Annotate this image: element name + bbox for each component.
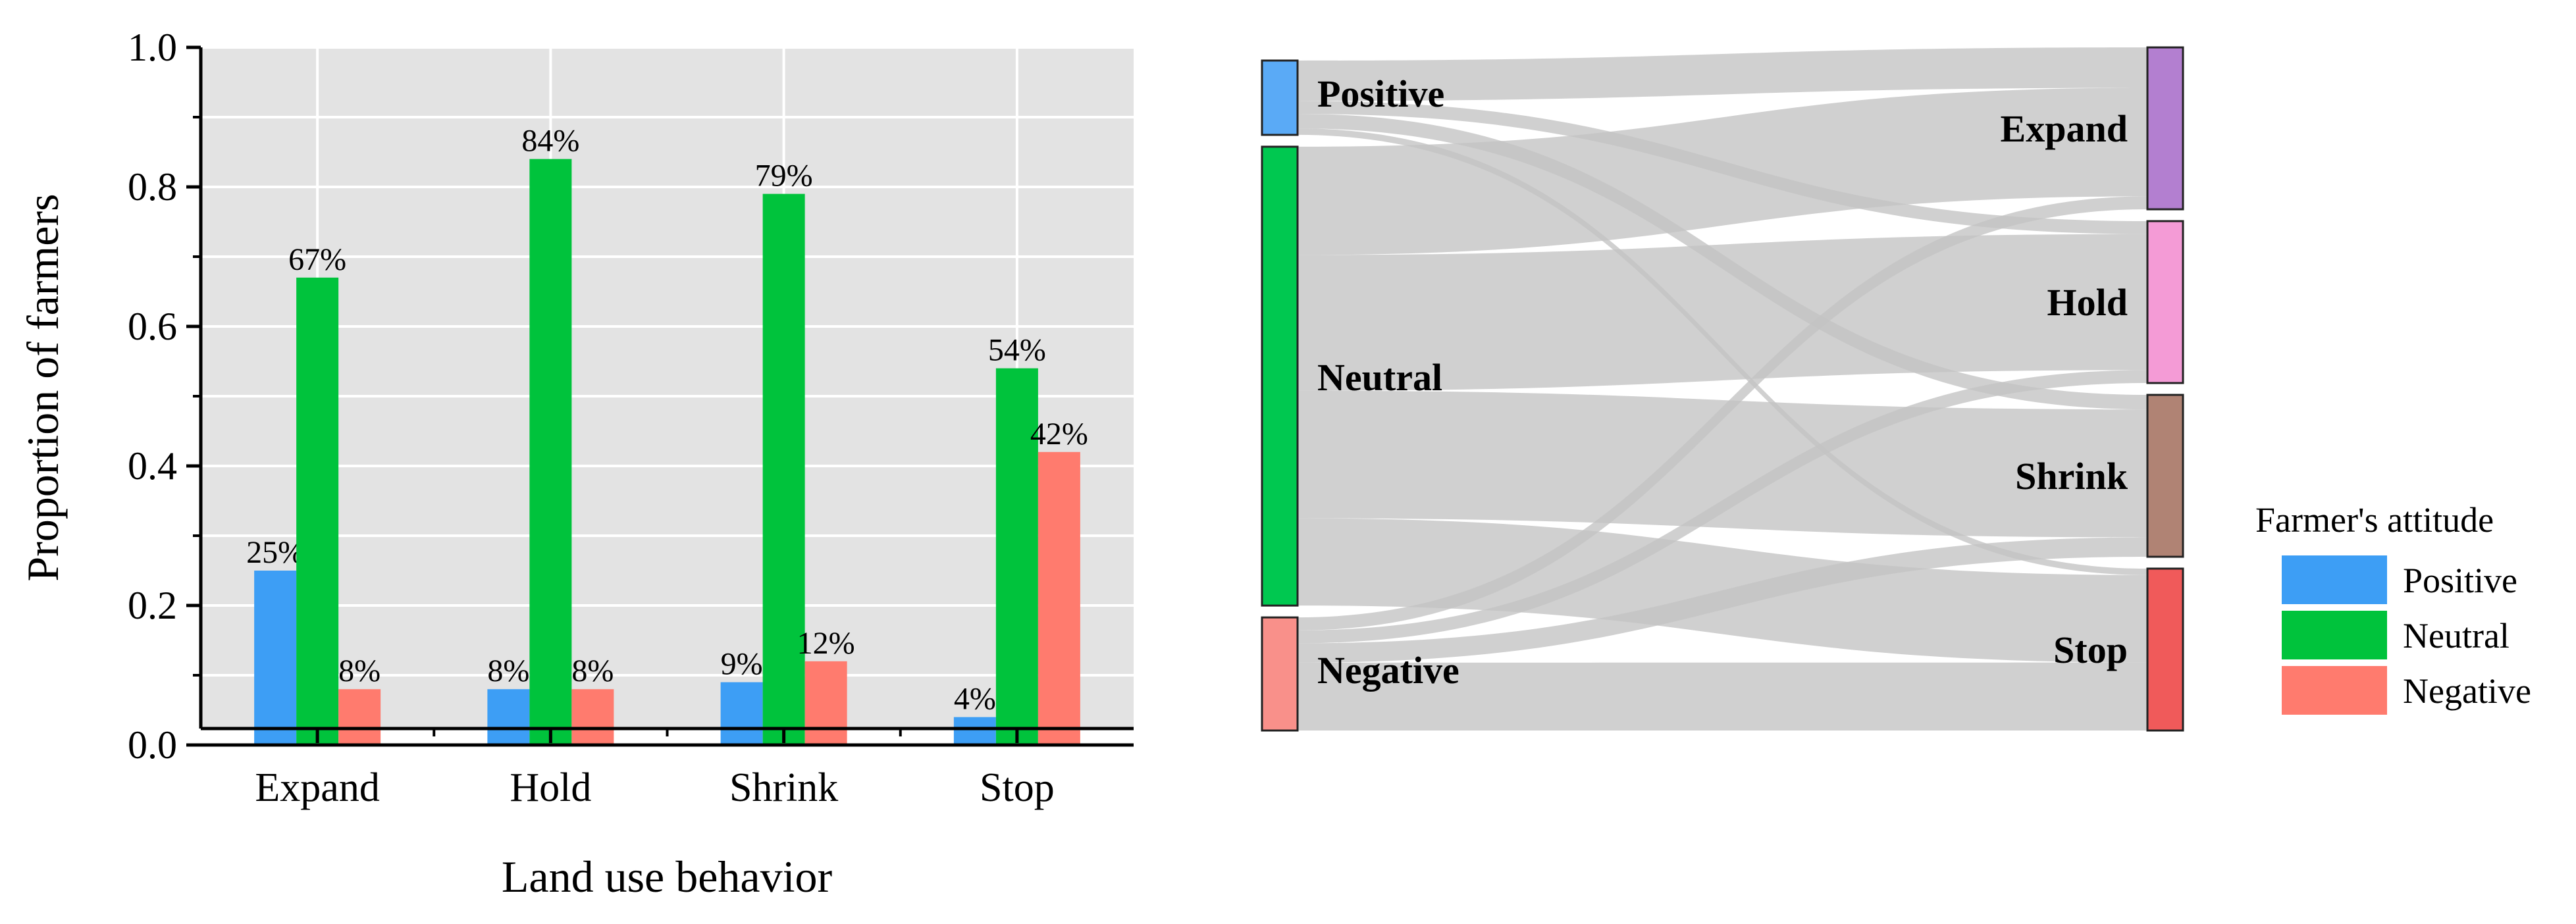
sankey-node-stop [2146, 567, 2184, 732]
x-tick-label: Hold [510, 765, 591, 810]
legend-label-negative: Negative [2403, 671, 2531, 711]
bar-neutral-expand [296, 277, 339, 745]
bar-data-label: 84% [521, 124, 579, 159]
bar-data-label: 8% [338, 654, 381, 688]
y-tick-label: 0.2 [128, 584, 177, 627]
sankey-node-neutral [1261, 145, 1299, 607]
bar-neutral-hold [529, 159, 572, 746]
y-axis-label: Proportion of farmers [18, 193, 68, 581]
y-tick-label: 0.4 [128, 444, 177, 488]
sankey-source-label: Neutral [1317, 356, 1442, 399]
bar-positive-shrink [720, 682, 763, 745]
y-tick-label: 0.0 [128, 723, 177, 767]
bar-positive-hold [487, 689, 530, 745]
bar-data-label: 4% [954, 682, 996, 717]
bar-negative-expand [338, 689, 381, 745]
bar-data-label: 12% [797, 626, 855, 661]
sankey-node-negative [1261, 616, 1299, 732]
x-axis-label: Land use behavior [502, 852, 833, 902]
sankey-source-label: Negative [1317, 649, 1459, 692]
bar-data-label: 9% [721, 647, 763, 682]
bar-data-label: 79% [755, 159, 813, 193]
y-tick-label: 1.0 [128, 26, 177, 69]
x-tick-label: Expand [255, 765, 379, 810]
bar-data-label: 25% [246, 535, 304, 570]
bar-positive-expand [254, 571, 297, 745]
bar-data-label: 8% [571, 654, 614, 688]
bar-chart: 25%67%8% 8%84%8% 9%79%12%4%54%42% 0.00.20.… [18, 26, 1134, 902]
bar-data-label: 67% [288, 242, 346, 277]
bar-negative-hold [571, 689, 614, 745]
x-tick-label: Stop [980, 765, 1055, 810]
sankey-node-hold [2146, 220, 2184, 384]
sankey-link-negative-stop [1298, 662, 2147, 731]
bar-negative-stop [1038, 451, 1080, 745]
sankey-link-neutral-hold [1298, 234, 2147, 391]
sankey-node-positive [1261, 59, 1299, 136]
x-tick-label: Shrink [729, 765, 838, 810]
bar-marks: 25% 67% 8% 8% 84% 8% 9% 79% 12% 4% 54% 42% [246, 124, 1088, 746]
bar-data-label: 54% [988, 333, 1046, 368]
legend-swatch-neutral [2282, 611, 2387, 659]
sankey-target-label: Stop [2053, 629, 2128, 671]
legend-swatch-negative [2282, 666, 2387, 715]
plot-background [201, 47, 1134, 729]
sankey-links [1298, 47, 2147, 731]
legend-swatch-positive [2282, 555, 2387, 604]
legend: Farmer's attitude Positive Neutral Negativ… [2255, 500, 2531, 715]
legend-label-positive: Positive [2403, 561, 2517, 600]
sankey-target-label: Shrink [2015, 455, 2128, 498]
y-tick-label: 0.8 [128, 165, 177, 209]
axes: 0.0 0.2 0.4 0.6 0.8 1.0 Expand Hold Shrink Stop [128, 26, 1134, 810]
sankey-diagram: Positive Neutral Negative Expand Hold Shrink S… [1261, 46, 2184, 732]
bar-negative-shrink [804, 661, 847, 745]
sankey-link-neutral-expand [1298, 88, 2147, 255]
sankey-target-label: Expand [2001, 107, 2128, 150]
sankey-link-negative-shrink [1298, 537, 2147, 663]
sankey-nodes: Positive Neutral Negative Expand Hold Shrink S… [1261, 46, 2184, 732]
sankey-target-label: Hold [2047, 281, 2128, 324]
legend-title: Farmer's attitude [2255, 500, 2494, 540]
legend-entries: Positive Neutral Negative [2282, 555, 2531, 715]
sankey-link-neutral-shrink [1298, 390, 2147, 538]
bar-positive-stop [953, 717, 996, 745]
bar-data-label: 42% [1030, 417, 1088, 451]
sankey-node-expand [2146, 46, 2184, 211]
sankey-link-positive-expand [1298, 47, 2147, 101]
bar-data-label: 8% [487, 654, 529, 688]
sankey-node-shrink [2146, 394, 2184, 558]
bar-neutral-stop [995, 368, 1038, 745]
sankey-link-negative-hold [1298, 370, 2147, 644]
legend-label-neutral: Neutral [2403, 616, 2510, 655]
y-tick-label: 0.6 [128, 305, 177, 348]
sankey-link-negative-expand [1298, 196, 2147, 630]
bar-neutral-shrink [762, 193, 805, 746]
sankey-source-label: Positive [1317, 72, 1444, 115]
